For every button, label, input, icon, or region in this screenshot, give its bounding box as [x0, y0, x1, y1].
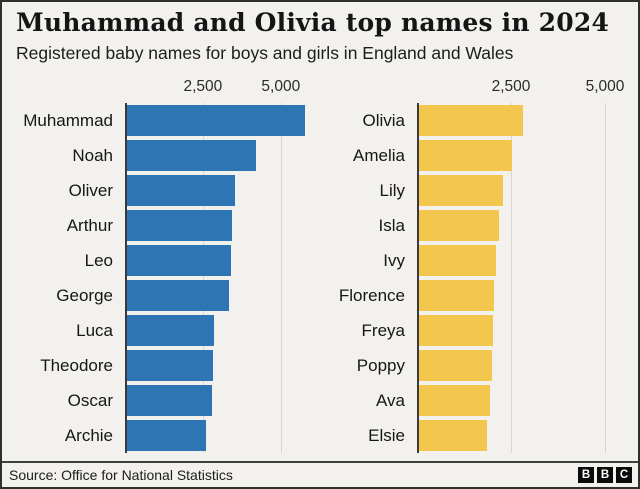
boys-bar-leo [127, 245, 232, 276]
girls-bar-freya [419, 315, 494, 346]
boys-category-label-george: George [56, 286, 113, 305]
girls-category-label-elsie: Elsie [368, 426, 405, 445]
boys-category-label-archie: Archie [64, 426, 113, 445]
girls-bar-elsie [419, 420, 488, 451]
bbc-logo-block-1: B [578, 467, 594, 483]
boys-category-label-muhammad: Muhammad [23, 111, 113, 130]
girls-category-label-ivy: Ivy [383, 251, 405, 270]
girls-axis-tick-label-5000: 5,000 [585, 78, 625, 95]
boys-bar-muhammad [127, 105, 306, 136]
boys-category-label-leo: Leo [84, 251, 113, 270]
girls-bar-lily [419, 175, 503, 206]
boys-gridline-2500 [202, 103, 204, 453]
footer-bar: Source: Office for National Statistics B… [2, 461, 638, 487]
boys-bar-oscar [127, 385, 213, 416]
girls-category-label-isla: Isla [378, 216, 405, 235]
boys-bar-arthur [127, 210, 233, 241]
boys-bar-noah [127, 140, 257, 171]
bbc-logo-block-2: B [597, 467, 613, 483]
bbc-logo-block-3: C [616, 467, 632, 483]
boys-bar-george [127, 280, 230, 311]
boys-category-label-noah: Noah [72, 146, 113, 165]
boys-bar-theodore [127, 350, 213, 381]
boys-gridline-5000 [280, 103, 282, 453]
boys-category-label-theodore: Theodore [40, 356, 113, 375]
boys-category-label-oliver: Oliver [68, 181, 113, 200]
page-subtitle: Registered baby names for boys and girls… [16, 43, 514, 63]
girls-category-label-olivia: Olivia [362, 111, 405, 130]
girls-bar-olivia [419, 105, 523, 136]
boys-category-label-luca: Luca [76, 321, 113, 340]
girls-category-label-lily: Lily [379, 181, 405, 200]
boys-plot-area [125, 103, 312, 453]
girls-bar-ava [419, 385, 491, 416]
girls-category-label-amelia: Amelia [353, 146, 405, 165]
girls-gridline-5000 [605, 103, 607, 453]
girls-plot-area [417, 103, 634, 453]
boys-axis-tick-label-2500: 2,500 [183, 78, 223, 95]
girls-category-label-ava: Ava [376, 391, 405, 410]
boys-category-label-oscar: Oscar [67, 391, 113, 410]
girls-bar-amelia [419, 140, 512, 171]
girls-bar-isla [419, 210, 500, 241]
boys-axis-tick-label-5000: 5,000 [261, 78, 301, 95]
page-title: Muhammad and Olivia top names in 2024 [16, 8, 610, 37]
boys-bar-oliver [127, 175, 236, 206]
girls-bar-poppy [419, 350, 492, 381]
girls-bar-ivy [419, 245, 497, 276]
boys-bar-archie [127, 420, 207, 451]
source-label: Source: Office for National Statistics [9, 467, 233, 483]
girls-category-label-freya: Freya [361, 321, 405, 340]
girls-gridline-2500 [511, 103, 513, 453]
boys-category-label-arthur: Arthur [66, 216, 113, 235]
girls-bar-florence [419, 280, 495, 311]
girls-category-label-poppy: Poppy [356, 356, 405, 375]
girls-category-label-florence: Florence [338, 286, 405, 305]
girls-axis-tick-label-2500: 2,500 [491, 78, 531, 95]
boys-bar-luca [127, 315, 215, 346]
